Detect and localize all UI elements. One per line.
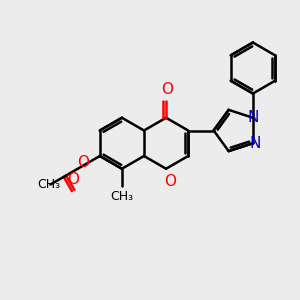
Text: CH₃: CH₃ (110, 190, 134, 203)
Text: O: O (161, 82, 173, 97)
Text: O: O (77, 155, 89, 170)
Text: O: O (67, 172, 79, 187)
Text: O: O (164, 174, 176, 189)
Text: CH₃: CH₃ (38, 178, 61, 191)
Text: N: N (250, 136, 261, 151)
Text: N: N (248, 110, 259, 125)
